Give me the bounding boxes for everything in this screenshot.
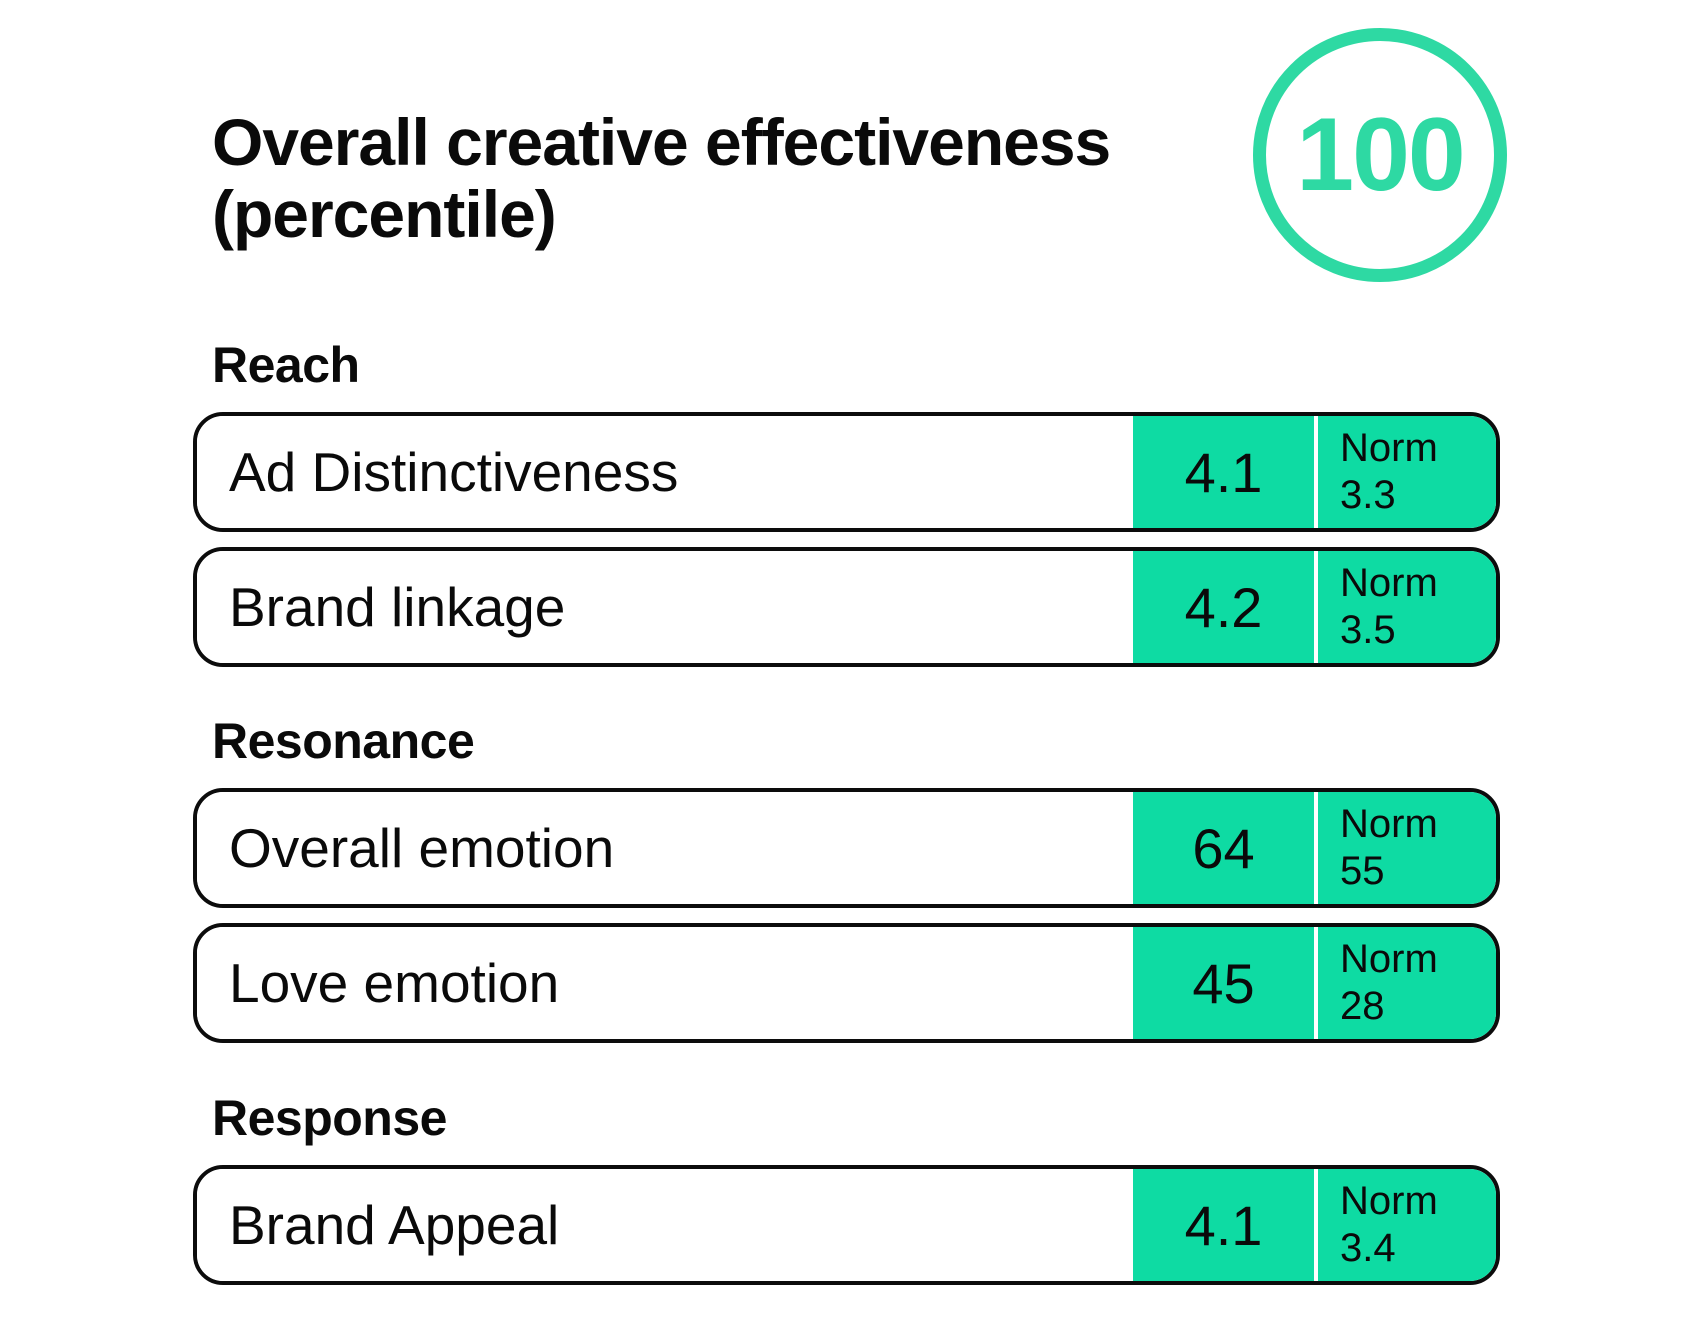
- page-title-line1: Overall creative effectiveness: [212, 105, 1111, 179]
- metric-row-overall-emotion: Overall emotion 64 Norm 55: [193, 788, 1500, 908]
- metric-norm: Norm 55: [1318, 792, 1496, 904]
- metric-label: Ad Distinctiveness: [197, 416, 1133, 528]
- cell-divider: [1314, 416, 1318, 528]
- overall-score-badge: 100: [1253, 28, 1507, 282]
- norm-label: Norm: [1340, 1179, 1438, 1223]
- norm-label: Norm: [1340, 937, 1438, 981]
- metric-score: 4.1: [1133, 1169, 1314, 1281]
- norm-value: 3.4: [1340, 1226, 1396, 1270]
- metric-label: Brand linkage: [197, 551, 1133, 663]
- cell-divider: [1314, 792, 1318, 904]
- norm-value: 3.3: [1340, 473, 1396, 517]
- norm-value: 3.5: [1340, 608, 1396, 652]
- cell-divider: [1314, 1169, 1318, 1281]
- section-heading-response: Response: [212, 1090, 447, 1146]
- cell-divider: [1314, 927, 1318, 1039]
- norm-label: Norm: [1340, 802, 1438, 846]
- norm-value: 28: [1340, 984, 1385, 1028]
- metric-row-love-emotion: Love emotion 45 Norm 28: [193, 923, 1500, 1043]
- metric-norm: Norm 3.5: [1318, 551, 1496, 663]
- metric-score: 4.1: [1133, 416, 1314, 528]
- metric-norm: Norm 3.3: [1318, 416, 1496, 528]
- cell-divider: [1314, 551, 1318, 663]
- metric-row-brand-linkage: Brand linkage 4.2 Norm 3.5: [193, 547, 1500, 667]
- metric-label: Brand Appeal: [197, 1169, 1133, 1281]
- metric-label: Overall emotion: [197, 792, 1133, 904]
- metric-score: 64: [1133, 792, 1314, 904]
- metric-row-ad-distinctiveness: Ad Distinctiveness 4.1 Norm 3.3: [193, 412, 1500, 532]
- norm-label: Norm: [1340, 426, 1438, 470]
- section-heading-resonance: Resonance: [212, 713, 475, 769]
- overall-score-value: 100: [1296, 96, 1466, 213]
- metric-norm: Norm 3.4: [1318, 1169, 1496, 1281]
- section-heading-reach: Reach: [212, 337, 360, 393]
- metric-norm: Norm 28: [1318, 927, 1496, 1039]
- metric-score: 45: [1133, 927, 1314, 1039]
- page-title-line2: (percentile): [212, 177, 557, 251]
- norm-label: Norm: [1340, 561, 1438, 605]
- metric-row-brand-appeal: Brand Appeal 4.1 Norm 3.4: [193, 1165, 1500, 1285]
- norm-value: 55: [1340, 849, 1385, 893]
- page-title: Overall creative effectiveness (percenti…: [212, 106, 1232, 250]
- metric-score: 4.2: [1133, 551, 1314, 663]
- metric-label: Love emotion: [197, 927, 1133, 1039]
